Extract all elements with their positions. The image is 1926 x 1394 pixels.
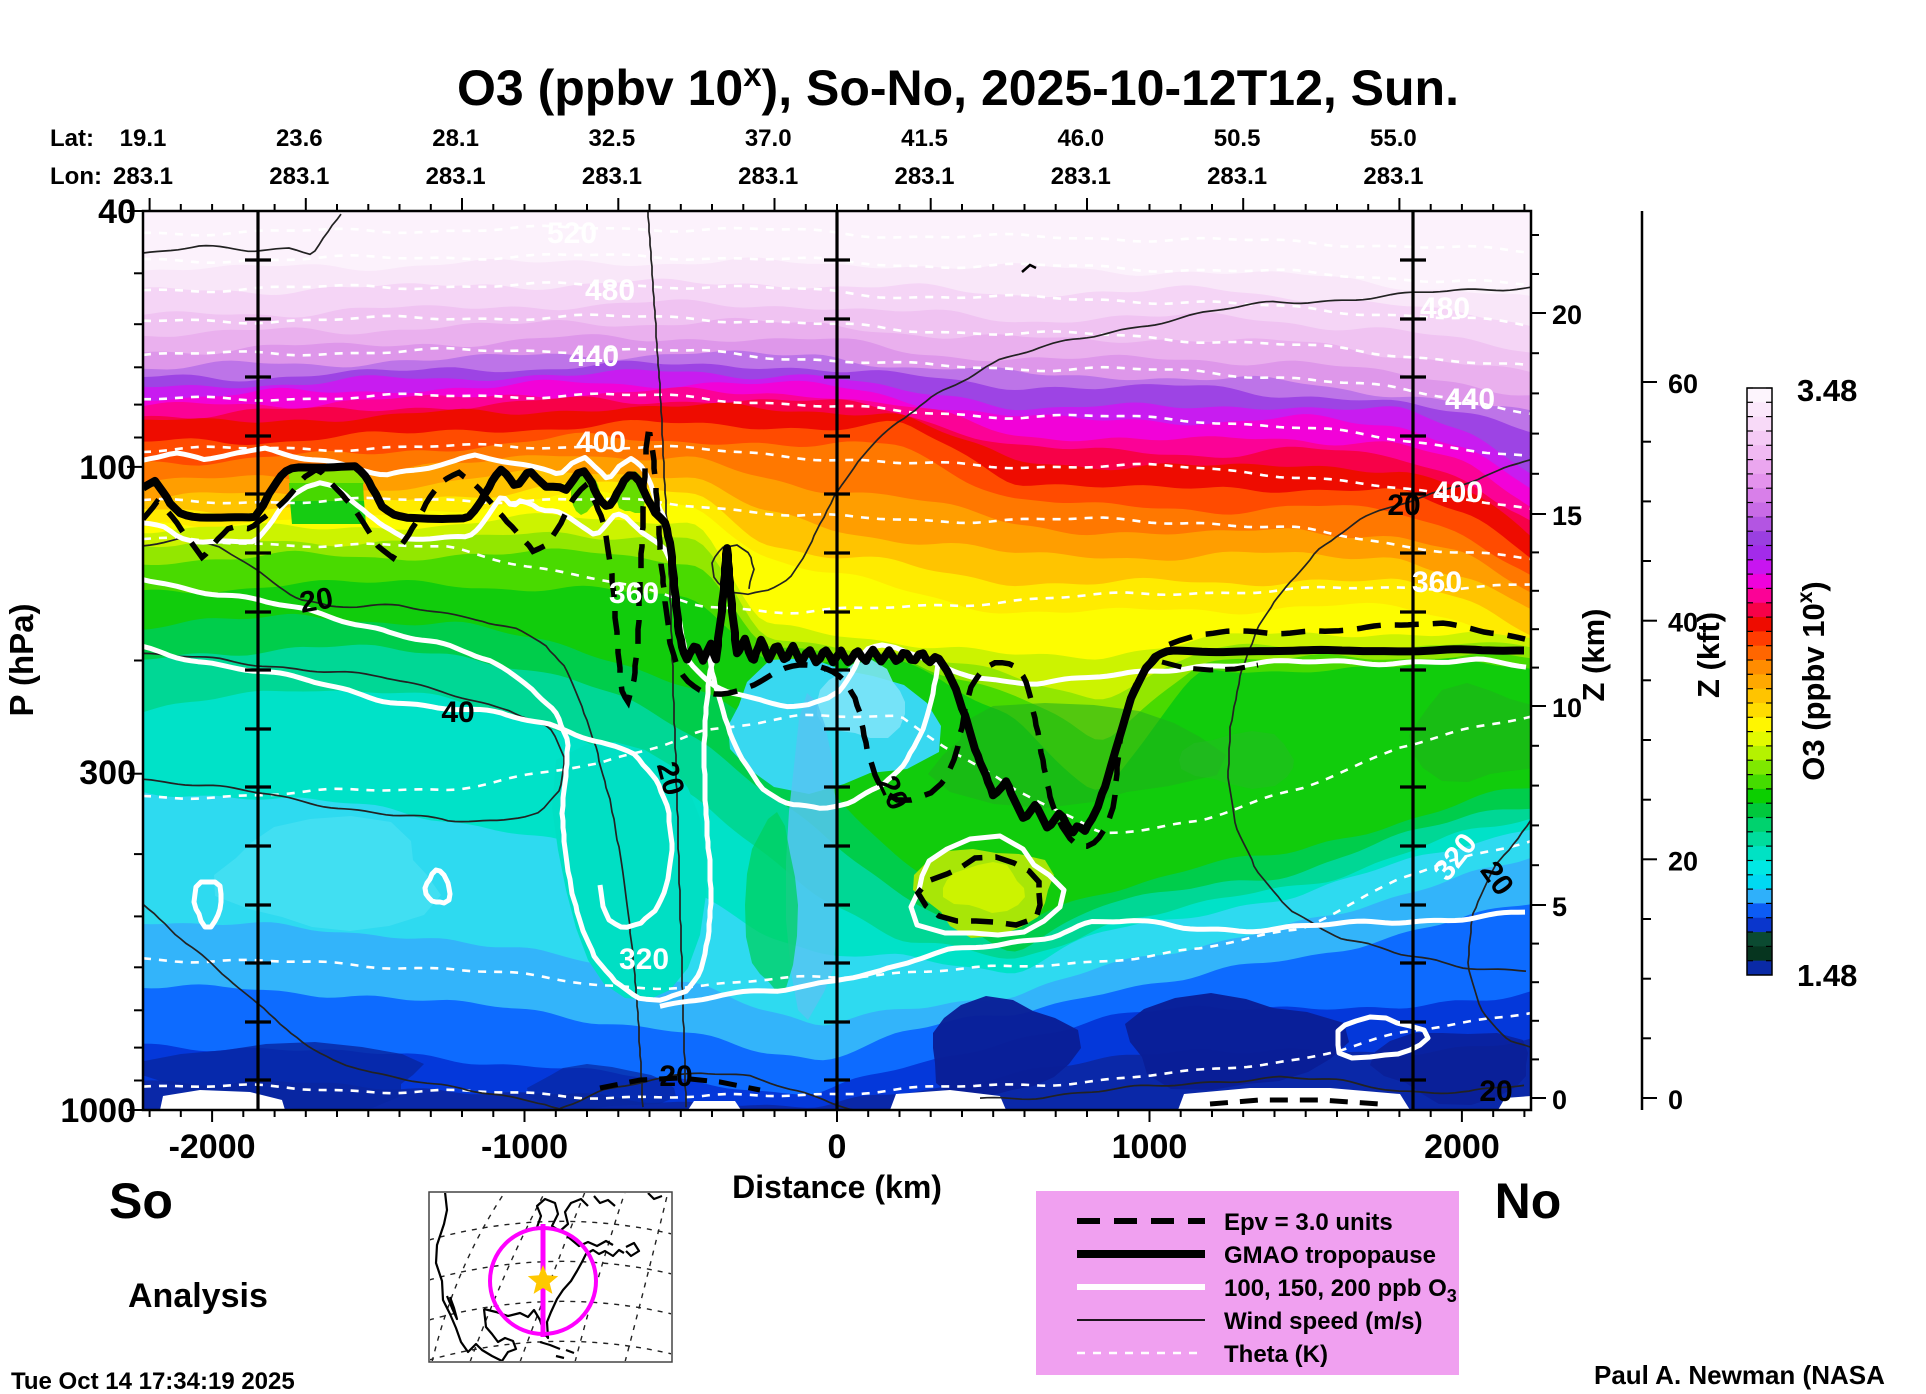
svg-text:100, 150, 200 ppb O3: 100, 150, 200 ppb O3: [1224, 1275, 1457, 1306]
svg-text:1000: 1000: [60, 1092, 136, 1130]
svg-text:283.1: 283.1: [1363, 163, 1423, 190]
svg-text:20: 20: [1552, 300, 1582, 330]
svg-text:Tue Oct 14 17:34:19 2025: Tue Oct 14 17:34:19 2025: [11, 1368, 295, 1394]
svg-text:Wind speed (m/s): Wind speed (m/s): [1224, 1308, 1422, 1335]
svg-text:23.6: 23.6: [276, 125, 323, 152]
svg-text:20: 20: [659, 1060, 692, 1093]
svg-text:440: 440: [1445, 383, 1495, 416]
svg-text:37.0: 37.0: [745, 125, 792, 152]
svg-text:46.0: 46.0: [1057, 125, 1104, 152]
svg-text:50.5: 50.5: [1214, 125, 1261, 152]
svg-text:40: 40: [441, 696, 474, 729]
svg-text:283.1: 283.1: [1051, 163, 1111, 190]
svg-text:283.1: 283.1: [426, 163, 486, 190]
svg-text:480: 480: [585, 274, 635, 307]
svg-text:283.1: 283.1: [1207, 163, 1267, 190]
svg-text:So: So: [109, 1173, 173, 1229]
svg-text:283.1: 283.1: [582, 163, 642, 190]
svg-text:GMAO tropopause: GMAO tropopause: [1224, 1242, 1436, 1269]
svg-text:283.1: 283.1: [894, 163, 954, 190]
svg-text:P (hPa): P (hPa): [3, 603, 40, 716]
svg-text:283.1: 283.1: [113, 163, 173, 190]
svg-text:3.48: 3.48: [1797, 373, 1857, 408]
svg-text:Epv = 3.0 units: Epv = 3.0 units: [1224, 1209, 1393, 1236]
svg-text:283.1: 283.1: [269, 163, 329, 190]
svg-text:-1000: -1000: [481, 1128, 568, 1166]
svg-text:20: 20: [1479, 1075, 1512, 1108]
svg-text:28.1: 28.1: [432, 125, 479, 152]
svg-text:0: 0: [828, 1128, 847, 1166]
svg-text:Lat:: Lat:: [50, 125, 94, 152]
svg-text:480: 480: [1420, 292, 1470, 325]
svg-text:2000: 2000: [1424, 1128, 1500, 1166]
svg-text:40: 40: [1668, 608, 1698, 638]
svg-text:360: 360: [609, 577, 659, 610]
svg-text:320: 320: [619, 943, 669, 976]
svg-text:Z (kft): Z (kft): [1691, 612, 1726, 698]
svg-text:60: 60: [1668, 369, 1698, 399]
svg-text:-2000: -2000: [169, 1128, 256, 1166]
svg-text:1000: 1000: [1112, 1128, 1188, 1166]
svg-text:Theta (K): Theta (K): [1224, 1341, 1328, 1368]
svg-text:O3 (ppbv 10x): O3 (ppbv 10x): [1794, 581, 1831, 780]
svg-text:0: 0: [1668, 1085, 1683, 1115]
svg-text:10: 10: [1552, 693, 1582, 723]
svg-text:Lon:: Lon:: [50, 163, 102, 190]
svg-text:400: 400: [1433, 476, 1483, 509]
svg-text:20: 20: [297, 581, 336, 619]
svg-text:No: No: [1495, 1173, 1562, 1229]
svg-text:Z (km): Z (km): [1576, 609, 1611, 702]
svg-text:O3 (ppbv 10x), So-No, 2025-10-: O3 (ppbv 10x), So-No, 2025-10-12T12, Sun…: [457, 56, 1459, 116]
svg-text:1.48: 1.48: [1797, 958, 1857, 993]
svg-text:Analysis: Analysis: [128, 1277, 268, 1315]
svg-text:41.5: 41.5: [901, 125, 948, 152]
svg-text:15: 15: [1552, 501, 1582, 531]
svg-text:20: 20: [1387, 489, 1420, 522]
svg-text:520: 520: [547, 217, 597, 250]
svg-text:20: 20: [1668, 846, 1698, 876]
svg-text:55.0: 55.0: [1370, 125, 1417, 152]
svg-text:360: 360: [1412, 566, 1462, 599]
svg-text:5: 5: [1552, 892, 1567, 922]
svg-text:Paul A. Newman (NASA: Paul A. Newman (NASA: [1594, 1360, 1885, 1390]
svg-text:40: 40: [98, 193, 136, 231]
svg-text:Distance (km): Distance (km): [732, 1169, 942, 1205]
svg-text:19.1: 19.1: [120, 125, 167, 152]
svg-text:100: 100: [79, 449, 136, 487]
svg-text:440: 440: [569, 340, 619, 373]
svg-text:0: 0: [1552, 1085, 1567, 1115]
svg-text:400: 400: [576, 426, 626, 459]
svg-text:300: 300: [79, 754, 136, 792]
svg-text:283.1: 283.1: [738, 163, 798, 190]
svg-text:32.5: 32.5: [589, 125, 636, 152]
